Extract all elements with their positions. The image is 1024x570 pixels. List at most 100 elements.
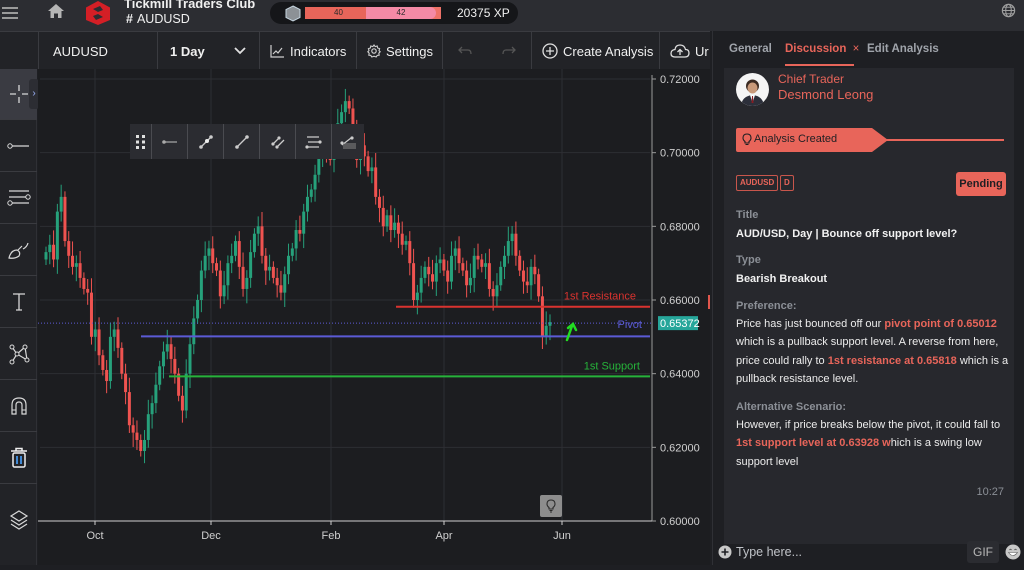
upload-label: Ur (695, 43, 709, 59)
title-label: Title (736, 209, 759, 221)
preference-text: Price has just bounced off our pivot poi… (736, 315, 1011, 389)
crosshair-icon (9, 85, 28, 103)
tab-edit-analysis[interactable]: Edit Analysis (867, 43, 939, 55)
analysis-marker-button[interactable] (540, 495, 562, 517)
avatar-photo-icon (741, 79, 764, 106)
indicators-label: Indicators (290, 43, 347, 59)
status-badge[interactable]: Pending (956, 172, 1006, 196)
extended-line-button[interactable] (188, 124, 224, 159)
parallel-lines-tool[interactable] (0, 173, 37, 224)
xp-level-segment: 40 (305, 7, 372, 19)
layers-icon (9, 510, 28, 530)
magnet-icon (10, 397, 27, 415)
drag-handle[interactable] (130, 124, 152, 159)
timeframe-tag: D (780, 175, 794, 191)
symbol-tag: AUDUSD (736, 175, 779, 191)
ray-icon (161, 139, 177, 144)
author-avatar[interactable] (736, 73, 769, 106)
price-chart[interactable]: 1st Resistance Pivot 1st Support 0.60000 0.6… (38, 69, 710, 565)
undo-redo-group (443, 32, 532, 70)
menu-icon[interactable] (2, 4, 18, 20)
svg-text:Pivot: Pivot (618, 319, 642, 331)
drag-handle-icon (135, 134, 145, 149)
svg-text:0.65372: 0.65372 (660, 318, 700, 330)
brush-tool[interactable] (0, 225, 37, 276)
chevron-down-icon (234, 47, 246, 55)
preference-label: Preference: (736, 300, 797, 312)
undo-icon[interactable] (458, 46, 472, 56)
xp-total: 20375 XP (457, 6, 510, 20)
gear-icon (367, 44, 381, 58)
globe-icon[interactable] (1001, 3, 1016, 18)
create-analysis-button[interactable]: Create Analysis (532, 32, 660, 70)
trend-line-button[interactable] (224, 124, 260, 159)
text-tool[interactable] (0, 277, 37, 328)
indicators-button[interactable]: Indicators (260, 32, 357, 70)
tickmill-logo-icon (86, 1, 110, 25)
alternative-label: Alternative Scenario: (736, 401, 847, 413)
channel-name: # AUDUSD (126, 12, 190, 26)
add-attachment-icon[interactable] (718, 545, 732, 559)
text-segment: which is a pullback support level. A rev… (736, 336, 999, 367)
parallel-channel-button[interactable] (260, 124, 296, 159)
horizontal-ray-tool[interactable] (0, 121, 37, 172)
rank-badge-icon (285, 5, 301, 22)
hash-icon: # (126, 12, 133, 26)
candlestick-chart[interactable]: 1st Resistance Pivot 1st Support 0.60000 0.6… (38, 69, 710, 565)
tab-general[interactable]: General (729, 43, 772, 55)
svg-text:Dec: Dec (201, 530, 221, 542)
svg-text:0.62000: 0.62000 (660, 442, 700, 454)
plus-circle-icon (542, 43, 558, 59)
panel-tabs: General Discussion × Edit Analysis (713, 31, 1024, 68)
xabcd-pattern-icon (9, 344, 29, 365)
pitchfork-icon (304, 135, 322, 149)
channel-label: AUDUSD (136, 12, 190, 26)
floating-drawing-toolbar (130, 124, 364, 159)
xp-level-segment: 42 (366, 7, 436, 19)
expand-tools-arrow[interactable]: › (29, 79, 39, 109)
close-tab-icon[interactable]: × (852, 43, 860, 55)
settings-button[interactable]: Settings (357, 32, 443, 70)
extended-line-icon (198, 134, 213, 149)
home-icon[interactable] (47, 3, 65, 19)
message-composer: GIF (713, 541, 1024, 565)
lightbulb-icon (546, 499, 556, 513)
svg-text:Oct: Oct (86, 530, 103, 542)
cloud-upload-icon (670, 44, 690, 58)
svg-text:Apr: Apr (435, 530, 452, 542)
symbol-selector[interactable]: AUDUSD (39, 32, 158, 70)
lightbulb-icon (742, 133, 752, 145)
svg-text:1st Resistance: 1st Resistance (564, 291, 636, 303)
author-name[interactable]: Desmond Leong (778, 87, 874, 102)
pattern-tool[interactable] (0, 329, 37, 380)
symbol-label: AUDUSD (53, 43, 108, 59)
parallel-lines-icon (6, 190, 31, 206)
pitchfork-button[interactable] (296, 124, 332, 159)
magnet-tool[interactable] (0, 381, 37, 432)
svg-text:0.72000: 0.72000 (660, 74, 700, 86)
message-input[interactable] (736, 542, 956, 562)
gif-button[interactable]: GIF (967, 541, 999, 563)
emoji-icon[interactable] (1005, 544, 1021, 560)
layers-tool[interactable] (0, 485, 37, 565)
drawing-tools-sidebar: › (0, 69, 39, 565)
delete-tool[interactable] (0, 433, 37, 484)
svg-text:1st Support: 1st Support (584, 360, 640, 372)
analysis-panel: General Discussion × Edit Analysis Chief… (712, 31, 1024, 565)
trash-icon (10, 447, 27, 468)
support-highlight: 1st support level at 0.63928 w (736, 437, 891, 450)
text-segment: However, if price breaks below the pivot… (736, 419, 1001, 431)
interval-dropdown[interactable]: 1 Day (158, 32, 260, 70)
fib-retracement-button[interactable] (332, 124, 364, 159)
interval-label: 1 Day (170, 43, 205, 59)
tab-discussion[interactable]: Discussion × (785, 43, 859, 55)
milestone-banner: Analysis Created (736, 128, 1006, 152)
svg-text:0.60000: 0.60000 (660, 516, 700, 528)
trend-line-icon (234, 134, 249, 149)
tab-discussion-label: Discussion (785, 43, 847, 55)
brush-icon (7, 242, 29, 259)
redo-icon[interactable] (502, 46, 516, 56)
ray-tool-button[interactable] (152, 124, 188, 159)
upload-button[interactable]: Ur (660, 32, 710, 70)
crosshair-tool[interactable]: › (0, 69, 39, 120)
